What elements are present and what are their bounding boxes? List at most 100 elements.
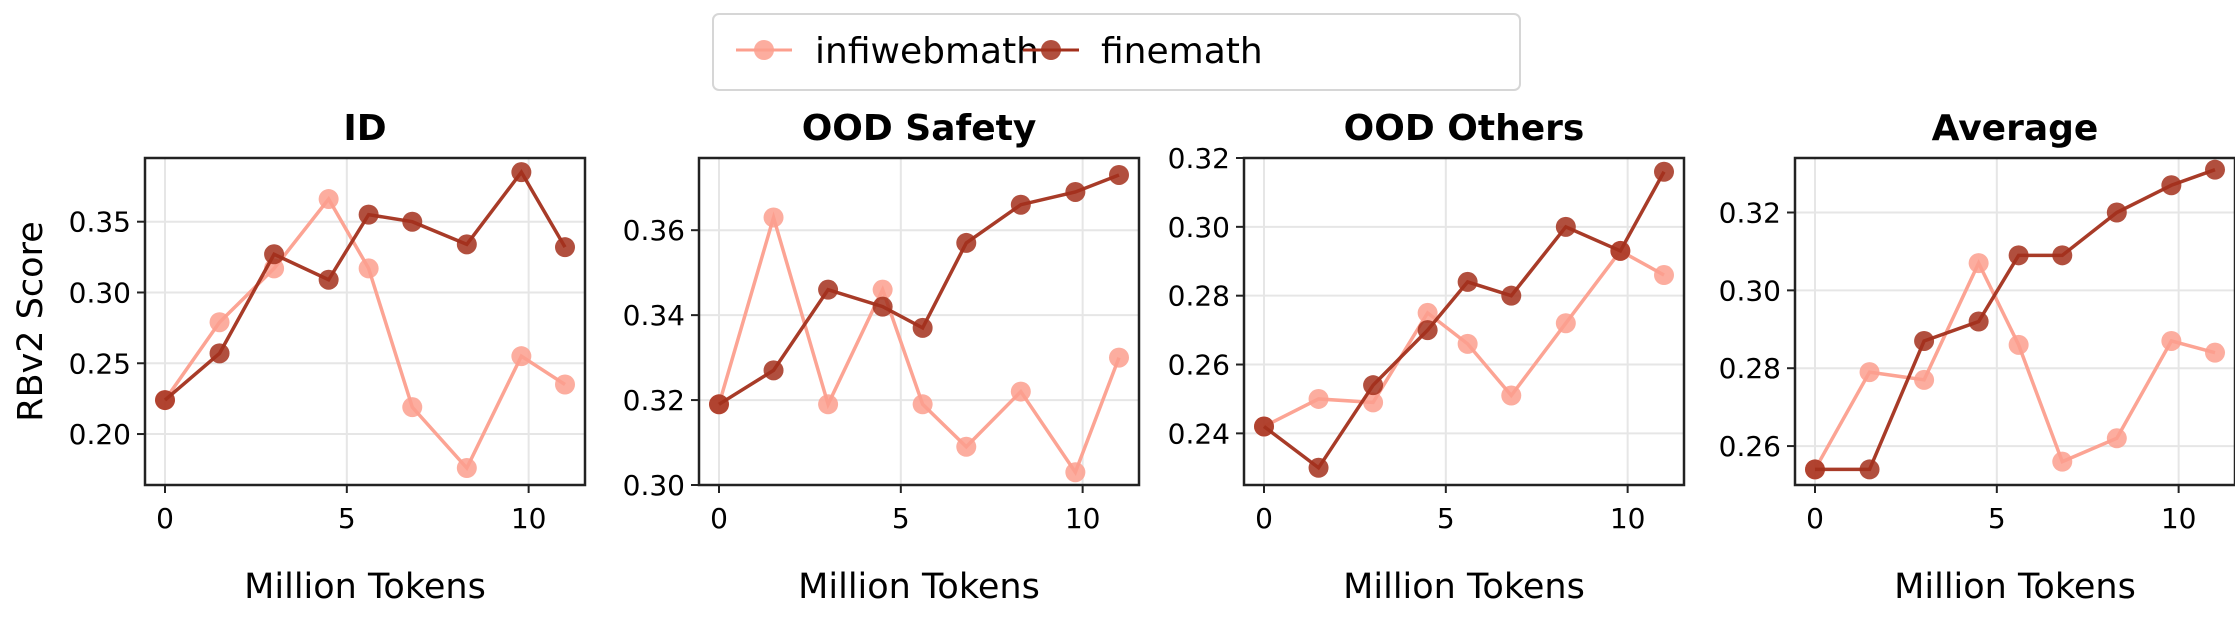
series-line-infiwebmath [163, 195, 566, 472]
data-point-finemath [511, 162, 532, 183]
legend-marker-infiwebmath [754, 40, 774, 60]
data-point-infiwebmath [209, 312, 230, 333]
x-tick-label: 10 [511, 502, 547, 535]
panel-title: Average [1932, 108, 2099, 149]
x-tick-label: 10 [2161, 502, 2197, 535]
data-point-infiwebmath [1859, 362, 1880, 383]
data-point-finemath [1457, 271, 1478, 292]
data-point-finemath [1859, 459, 1880, 480]
data-point-infiwebmath [1010, 381, 1031, 402]
y-tick-label: 0.30 [1719, 274, 1781, 307]
data-point-finemath [1010, 194, 1031, 215]
data-point-finemath [155, 390, 175, 411]
data-point-infiwebmath [1501, 385, 1522, 406]
axes-frame [1793, 156, 2235, 487]
data-point-infiwebmath [1417, 302, 1438, 323]
panel-ood-safety: 0 5 10 0.30 0.32 0.34 0.36 OOD Safety Million To… [623, 108, 1141, 607]
series-line-infiwebmath [717, 211, 1121, 477]
data-point-infiwebmath [1555, 313, 1576, 334]
data-point-finemath [1065, 181, 1086, 202]
x-tick-label: 5 [1437, 502, 1455, 535]
data-point-finemath [1109, 164, 1129, 185]
y-tick-label: 0.28 [1168, 280, 1230, 313]
data-point-finemath [1254, 416, 1274, 437]
panel-average: 0 5 10 0.26 0.28 0.30 0.32 Average Million Token… [1719, 108, 2235, 607]
data-point-infiwebmath [1109, 347, 1129, 368]
data-point-finemath [2008, 245, 2029, 266]
data-point-infiwebmath [2052, 451, 2073, 472]
data-point-infiwebmath [1363, 392, 1384, 413]
data-point-infiwebmath [872, 279, 893, 300]
panel-title: OOD Others [1344, 108, 1585, 149]
data-point-infiwebmath [1457, 333, 1478, 354]
data-point-infiwebmath [402, 397, 423, 418]
y-tick-label: 0.24 [1168, 417, 1230, 450]
legend-marker-finemath [1041, 40, 1061, 60]
series-line-finemath [1815, 168, 2216, 472]
data-point-finemath [2052, 245, 2073, 266]
data-point-finemath [1654, 161, 1674, 182]
axes-frame [1242, 156, 1686, 487]
data-point-infiwebmath [2205, 342, 2225, 363]
data-point-infiwebmath [818, 394, 839, 415]
data-point-infiwebmath [1065, 462, 1086, 483]
x-axis-label: Million Tokens [1343, 567, 1585, 607]
y-tick-label: 0.28 [1719, 352, 1781, 385]
x-tick-label: 0 [1255, 502, 1273, 535]
y-tick-label: 0.26 [1168, 349, 1230, 382]
data-point-finemath [456, 234, 477, 255]
x-tick-label: 5 [1988, 502, 2006, 535]
panel-title: ID [343, 108, 386, 149]
legend-frame [712, 13, 1521, 91]
x-tick-label: 5 [338, 502, 356, 535]
data-point-infiwebmath [358, 258, 379, 279]
data-point-finemath [2161, 175, 2182, 196]
data-point-finemath [1363, 375, 1384, 396]
series-line-finemath [1262, 170, 1666, 471]
data-point-finemath [1501, 285, 1522, 306]
y-tick-label: 0.20 [69, 418, 131, 451]
data-point-infiwebmath [318, 189, 339, 210]
x-tick-label: 10 [1610, 502, 1646, 535]
x-tick-label: 0 [1806, 502, 1824, 535]
data-point-finemath [402, 211, 423, 232]
x-tick-label: 0 [710, 502, 728, 535]
data-point-infiwebmath [2161, 330, 2182, 351]
data-point-infiwebmath [1654, 265, 1674, 286]
y-tick-label: 0.25 [69, 347, 131, 380]
axes-frame [697, 156, 1141, 487]
data-point-finemath [1610, 240, 1631, 261]
data-point-infiwebmath [763, 207, 784, 228]
panel-ood-others: 0 5 10 0.24 0.26 0.28 0.30 0.32 OOD Others Millio… [1168, 108, 1686, 607]
data-point-infiwebmath [555, 374, 575, 395]
y-tick-label: 0.26 [1719, 430, 1781, 463]
y-tick-label: 0.32 [1719, 197, 1781, 230]
data-point-infiwebmath [1914, 369, 1935, 390]
x-tick-label: 10 [1065, 502, 1101, 535]
data-point-infiwebmath [1308, 388, 1329, 409]
data-point-infiwebmath [956, 436, 977, 457]
y-tick-label: 0.36 [623, 214, 685, 247]
y-tick-label: 0.34 [623, 299, 685, 332]
data-point-finemath [763, 360, 784, 381]
data-point-infiwebmath [1968, 253, 1989, 274]
data-point-infiwebmath [912, 394, 933, 415]
legend-label-infiwebmath: infiwebmath [815, 31, 1039, 72]
axes-frame [143, 156, 587, 487]
data-point-finemath [358, 204, 379, 225]
x-tick-label: 5 [892, 502, 910, 535]
data-point-finemath [2106, 202, 2127, 223]
y-tick-label: 0.30 [1168, 211, 1230, 244]
y-tick-label: 0.35 [69, 206, 131, 239]
data-point-infiwebmath [511, 346, 532, 367]
x-tick-label: 0 [156, 502, 174, 535]
data-point-finemath [1805, 459, 1825, 480]
data-point-finemath [1308, 457, 1329, 478]
data-point-finemath [318, 269, 339, 290]
data-point-finemath [209, 343, 230, 364]
x-axis-label: Million Tokens [798, 567, 1040, 607]
data-point-finemath [956, 232, 977, 253]
data-point-finemath [1914, 330, 1935, 351]
data-point-finemath [1968, 311, 1989, 332]
